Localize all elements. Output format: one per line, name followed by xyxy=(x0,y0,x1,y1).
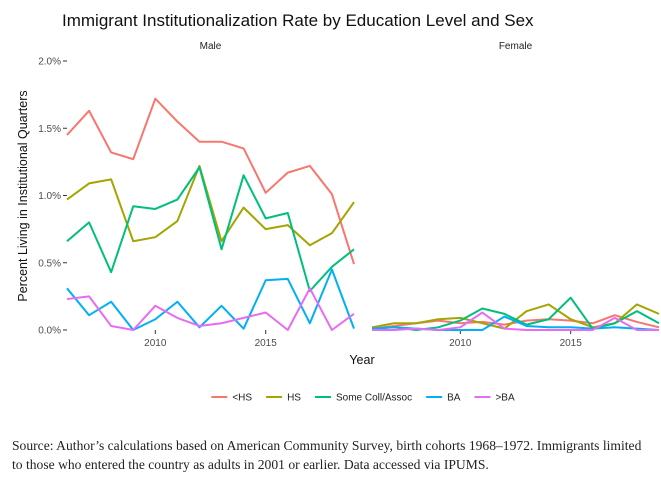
legend: <HS HS Some Coll/Assoc BA >BA xyxy=(211,393,515,404)
legend-label-lt-hs: <HS xyxy=(232,393,252,404)
legend-label-some-coll-assoc: Some Coll/Assoc xyxy=(336,393,412,404)
x-tick-label-female-2010: 2010 xyxy=(449,338,472,349)
y-tick-label-1: 0.5% xyxy=(38,258,61,269)
x-axis-title: Year xyxy=(349,353,374,367)
y-axis-title: Percent Living in Institutional Quarters xyxy=(16,90,30,301)
x-tick-label-male-2010: 2010 xyxy=(144,338,167,349)
series-line-male-gt-ba xyxy=(66,287,355,331)
series-line-female-some-coll-assoc xyxy=(371,296,660,331)
panel-label-male: Male xyxy=(200,41,222,52)
legend-label-gt-ba: >BA xyxy=(495,393,515,404)
panel-male: Male 2010 2015 0.0% 0.5% 1.0% 1.5% 2.0% xyxy=(38,41,355,349)
chart: Immigrant Institutionalization Rate by E… xyxy=(16,11,660,404)
panel-female: Female 2010 2015 xyxy=(371,41,660,349)
series-line-female-gt-ba xyxy=(372,311,659,331)
x-tick-label-female-2015: 2015 xyxy=(560,338,583,349)
y-tick-label-4: 2.0% xyxy=(38,57,61,68)
panels: Male 2010 2015 0.0% 0.5% 1.0% 1.5% 2.0% Female 20… xyxy=(38,41,660,349)
x-tick-label-male-2015: 2015 xyxy=(255,338,278,349)
source-note: Source: Author’s calculations based on A… xyxy=(12,438,642,472)
legend-label-ba: BA xyxy=(447,393,461,404)
legend-label-hs: HS xyxy=(287,393,301,404)
series-line-male-lt-hs xyxy=(66,97,355,265)
series-line-male-ba xyxy=(66,268,355,331)
y-tick-label-2: 1.0% xyxy=(38,191,61,202)
y-tick-label-0: 0.0% xyxy=(38,326,61,337)
chart-title: Immigrant Institutionalization Rate by E… xyxy=(62,11,534,30)
series-line-male-hs xyxy=(66,164,355,247)
panel-label-female: Female xyxy=(499,41,533,52)
series-line-male-some-coll-assoc xyxy=(66,166,355,292)
y-tick-label-3: 1.5% xyxy=(38,124,61,135)
